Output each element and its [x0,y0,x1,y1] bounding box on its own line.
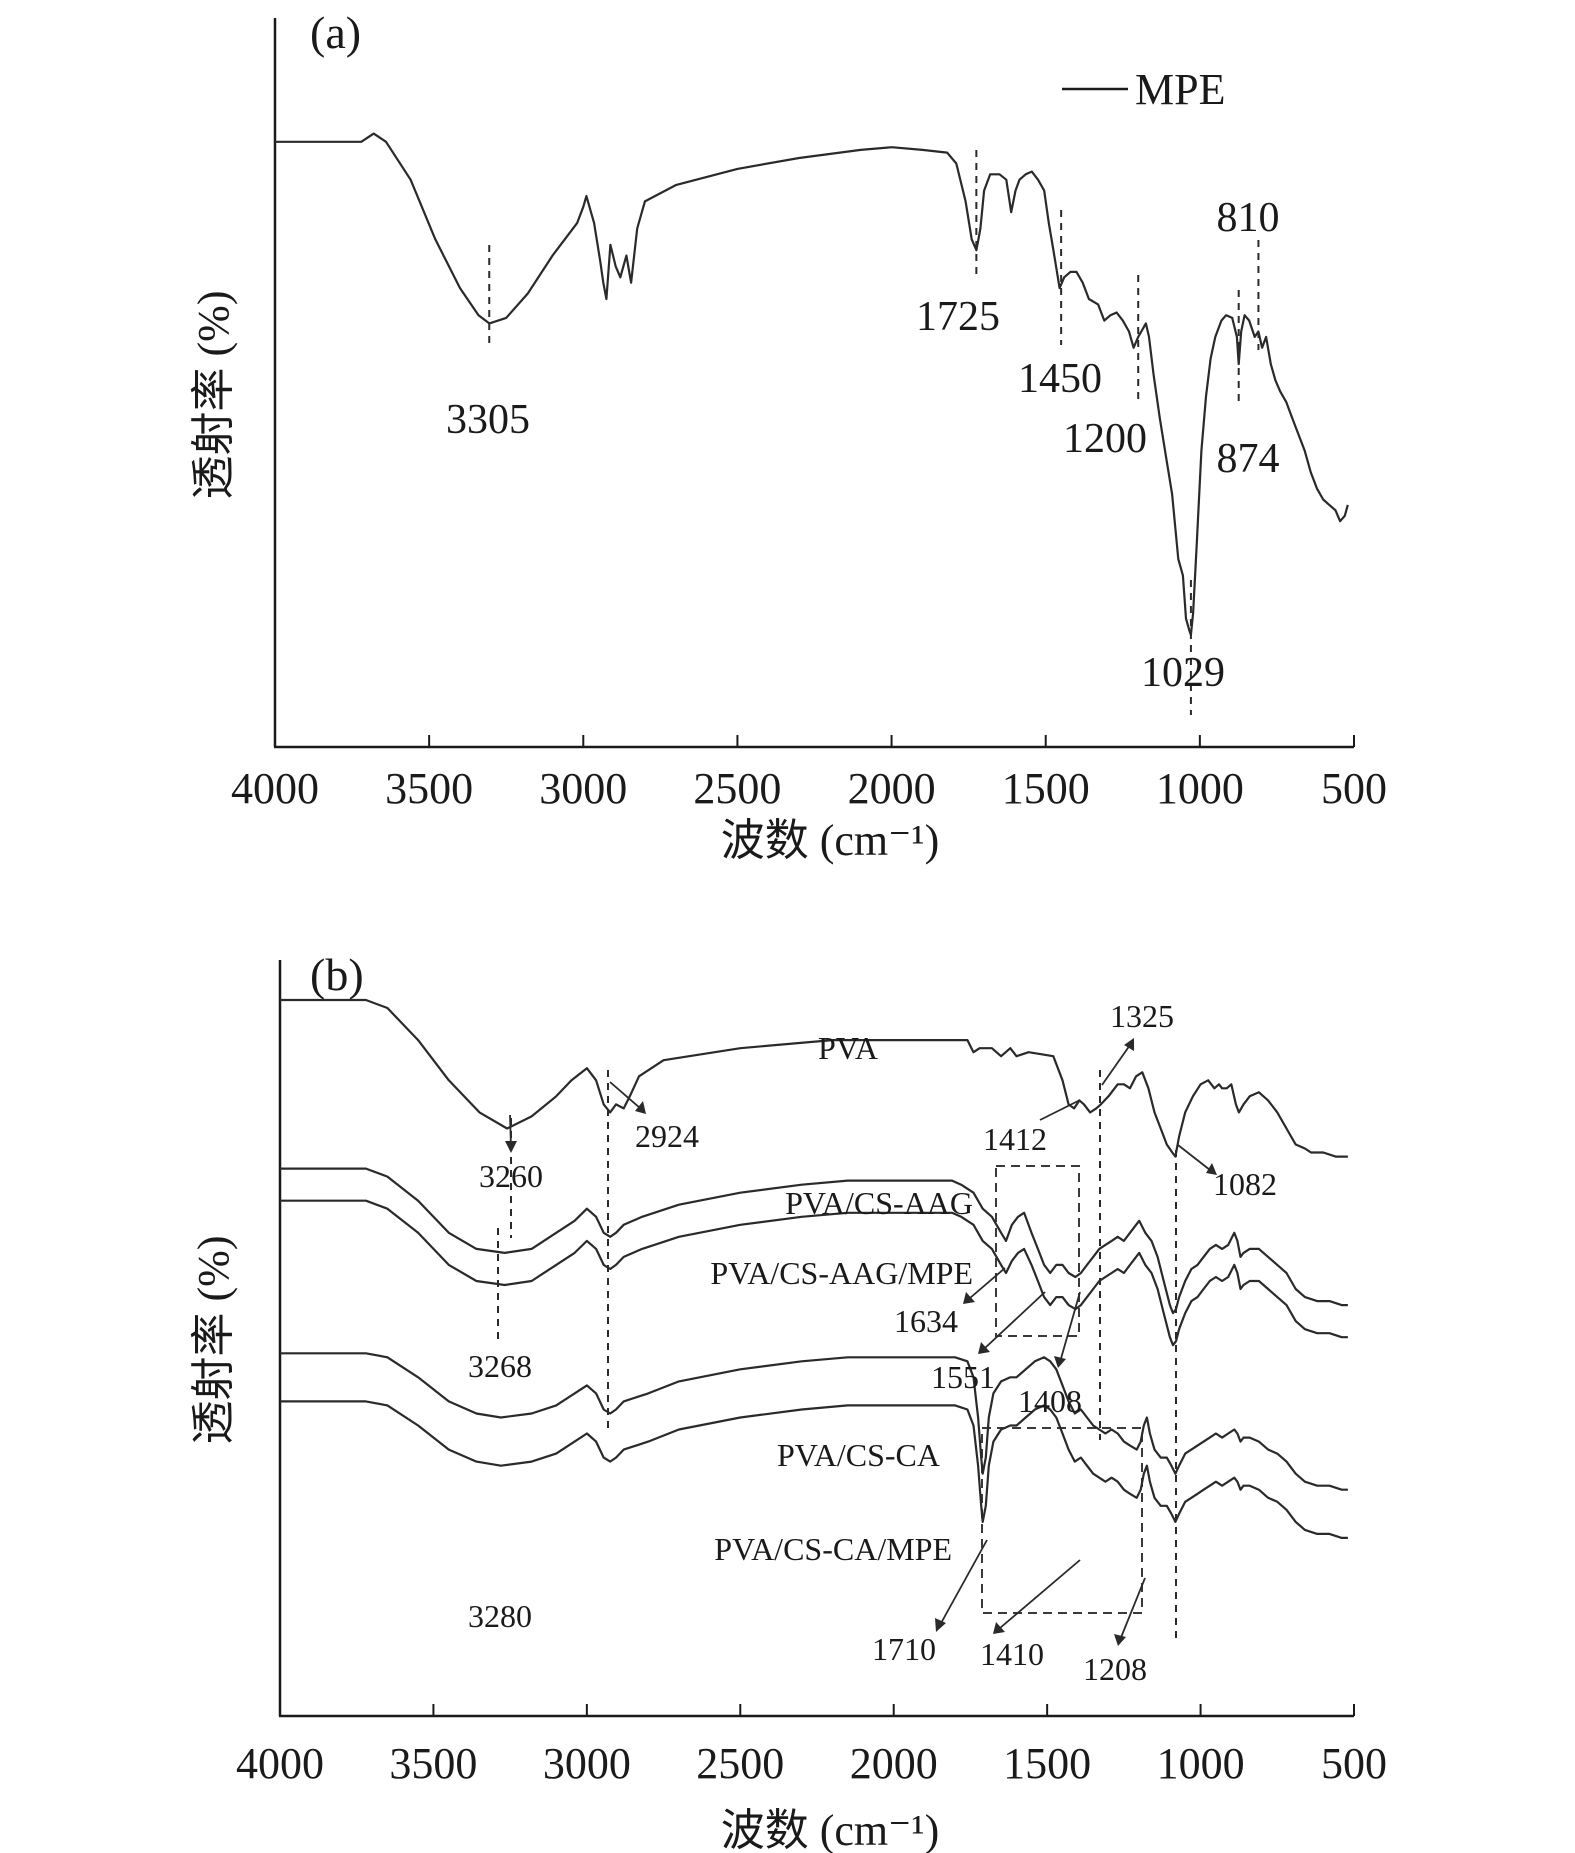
arrow-1551 [984,1291,1046,1349]
arrow-1634 [969,1267,1006,1299]
arrow-1082 [1177,1144,1211,1171]
x-tick-label: 2000 [850,1739,938,1788]
panel-b-y-axis-label: 透射率 (%) [189,1236,238,1445]
x-tick-label: 4000 [231,764,319,813]
series-label-pva-cs-aag: PVA/CS-AAG [785,1185,973,1221]
x-tick-label: 2500 [693,764,781,813]
peak-label-1412: 1412 [983,1121,1047,1157]
x-tick-label: 500 [1321,1739,1387,1788]
panel-b-label: (b) [310,949,364,1000]
arrowhead-1325 [1124,1038,1134,1051]
arrowhead-1551 [978,1342,990,1354]
peak-label-1082: 1082 [1213,1166,1277,1202]
panel-b-series [280,998,1348,1539]
panel-b-x-axis-label: 波数 (cm⁻¹) [721,1806,939,1853]
series-label-pva-cs-ca: PVA/CS-CA [777,1437,940,1473]
panel-a-x-axis-label: 波数 (cm⁻¹) [721,816,939,865]
arrowhead-1082 [1206,1163,1217,1175]
series-line-pva-cs-ca-mpe [280,1400,1348,1539]
series-line-pva-cs-ca [280,1352,1348,1491]
series-label-pva-cs-ca-mpe: PVA/CS-CA/MPE [714,1531,952,1567]
arrow-1412 [1039,1099,1081,1121]
arrowhead-1208 [1114,1634,1126,1646]
series-line-pva [280,998,1348,1158]
peak-label-3268: 3268 [468,1348,532,1384]
arrowhead-1634 [963,1292,975,1304]
x-tick-label: 1500 [1003,1739,1091,1788]
arrow-1410 [999,1559,1081,1629]
peak-label-1725: 1725 [916,294,1000,340]
arrow-1208 [1119,1577,1146,1641]
highlight-box-ca [981,1427,1143,1614]
x-tick-label: 3000 [543,1739,631,1788]
arrow-2924 [609,1081,641,1109]
panel-b-x-ticks: 4000 3500 3000 2500 2000 1500 1000 500 [236,1704,1387,1788]
arrow-1710 [939,1539,988,1626]
peak-label-3305: 3305 [446,397,530,443]
series-label-pva-cs-aag-mpe: PVA/CS-AAG/MPE [710,1255,973,1291]
peak-label-1029: 1029 [1141,650,1225,696]
series-label-pva: PVA [818,1030,878,1066]
peak-label-1410: 1410 [980,1636,1044,1672]
peak-label-2924: 2924 [635,1118,699,1154]
peak-label-3260: 3260 [479,1158,543,1194]
arrowhead-2924 [635,1101,646,1114]
series-line-mpe [275,132,1349,637]
peak-label-1325: 1325 [1110,998,1174,1034]
series-line-pva-cs-aag [280,1167,1348,1315]
arrowhead-3260 [505,1141,517,1153]
panel-a-x-ticks: 4000 3500 3000 2500 2000 1500 1000 500 [231,735,1387,813]
peak-label-1408: 1408 [1018,1383,1082,1419]
x-tick-label: 1000 [1156,764,1244,813]
arrow-1408 [1059,1291,1081,1363]
x-tick-label: 3000 [539,764,627,813]
panel-a-y-axis-label: 透射率 (%) [189,291,238,500]
peak-label-810: 810 [1217,195,1280,241]
arrowhead-1410 [993,1622,1005,1634]
x-tick-label: 1000 [1157,1739,1245,1788]
highlight-box-aag [995,1165,1080,1337]
peak-label-1200: 1200 [1063,416,1147,462]
panel-a: (a) 4000 3500 3000 2500 2000 1500 1000 500 波数 (… [189,7,1387,865]
x-tick-label: 2500 [696,1739,784,1788]
panel-a-label: (a) [310,7,361,58]
panel-b: (b) 4000 3500 3000 2500 2000 1500 1000 500 波数 (… [189,949,1387,1853]
x-tick-label: 2000 [848,764,936,813]
x-tick-label: 3500 [385,764,473,813]
x-tick-label: 4000 [236,1739,324,1788]
x-tick-label: 1500 [1002,764,1090,813]
peak-arrows [505,1038,1217,1646]
peak-label-1634: 1634 [894,1303,958,1339]
legend-label-mpe: MPE [1135,65,1225,114]
series-line-pva-cs-aag-mpe [280,1199,1348,1347]
arrowhead-1710 [935,1618,946,1632]
arrow-1325 [1101,1044,1131,1086]
peak-label-1208: 1208 [1083,1651,1147,1687]
x-tick-label: 3500 [389,1739,477,1788]
peak-label-1710: 1710 [872,1631,936,1667]
x-tick-label: 500 [1321,764,1387,813]
peak-label-1551: 1551 [931,1359,995,1395]
peak-label-3280: 3280 [468,1598,532,1634]
peak-label-1450: 1450 [1018,356,1102,402]
peak-label-874: 874 [1217,436,1280,482]
arrowhead-1408 [1054,1356,1066,1368]
